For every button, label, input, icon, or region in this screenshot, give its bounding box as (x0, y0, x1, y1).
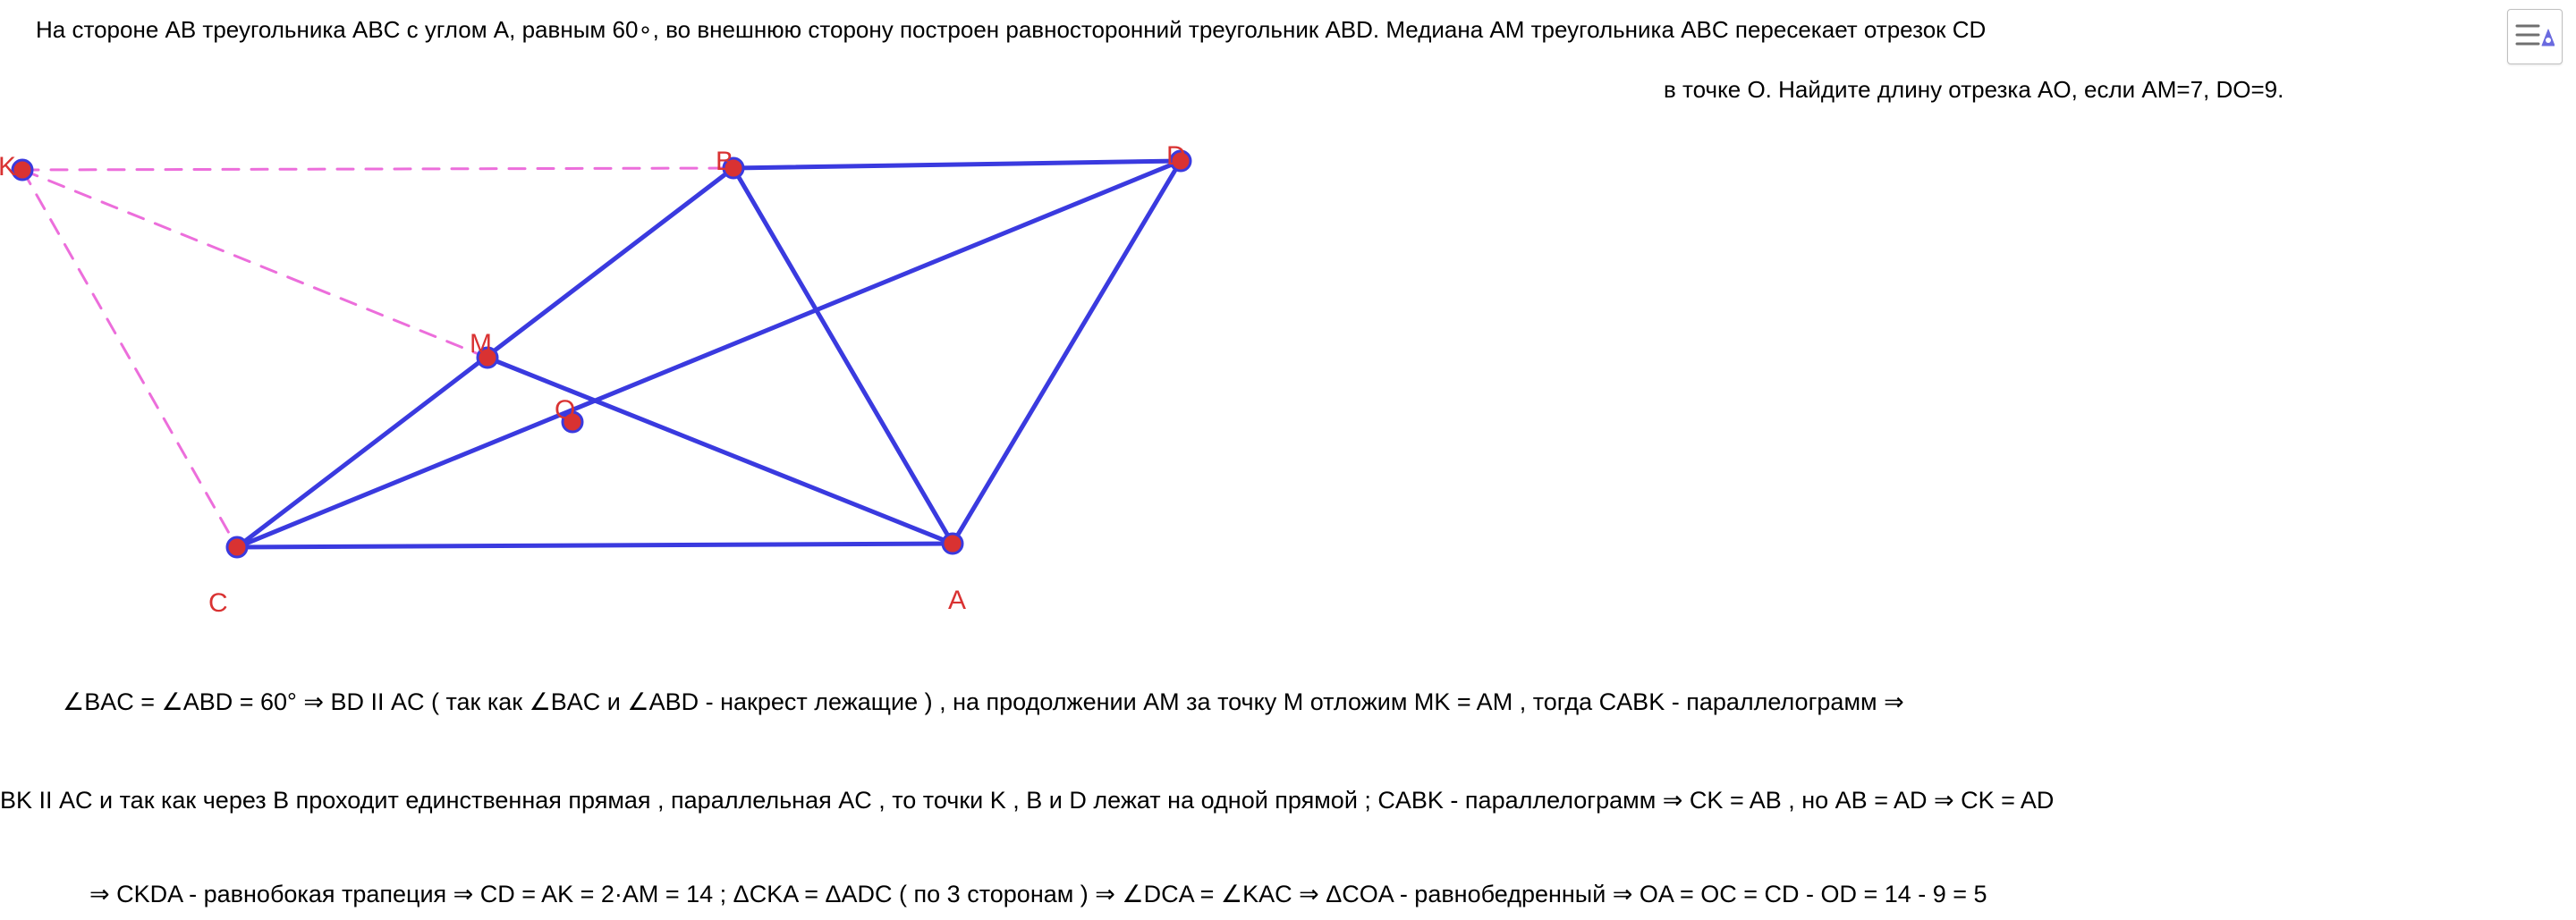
segment-AB (733, 168, 953, 544)
point-label-K: K (0, 152, 16, 182)
point-label-B: B (716, 147, 733, 177)
point-label-C: C (208, 588, 228, 619)
point-label-A: A (948, 586, 966, 616)
segment-KB (22, 168, 733, 170)
problem-line-1: На стороне AB треугольника ABC с углом A… (36, 16, 1986, 44)
solution-line-2: BK ΙΙ AC и так как через B проходит един… (0, 787, 2054, 814)
segment-CA (237, 544, 953, 547)
point-label-M: M (470, 329, 492, 359)
solution-line-3: ⇒ CKDA - равнобокая трапеция ⇒ CD = AK =… (89, 881, 1987, 908)
segment-AM (487, 358, 953, 544)
menu-icon[interactable] (2507, 9, 2563, 64)
segment-KC (22, 170, 237, 547)
segment-KM (22, 170, 487, 358)
point-label-O: O (555, 395, 575, 426)
problem-line-2: в точке O. Найдите длину отрезка AO, есл… (1664, 76, 2284, 104)
point-label-D: D (1166, 141, 1186, 172)
segment-AD (953, 161, 1181, 544)
geometry-diagram: K B D M O C A (0, 134, 1252, 671)
segment-BD (733, 161, 1181, 168)
point-C (227, 537, 247, 557)
point-A (943, 534, 962, 553)
segment-CD (237, 161, 1181, 547)
solution-line-1: ∠BAC = ∠ABD = 60° ⇒ BD ΙΙ AC ( так как ∠… (63, 688, 1904, 716)
